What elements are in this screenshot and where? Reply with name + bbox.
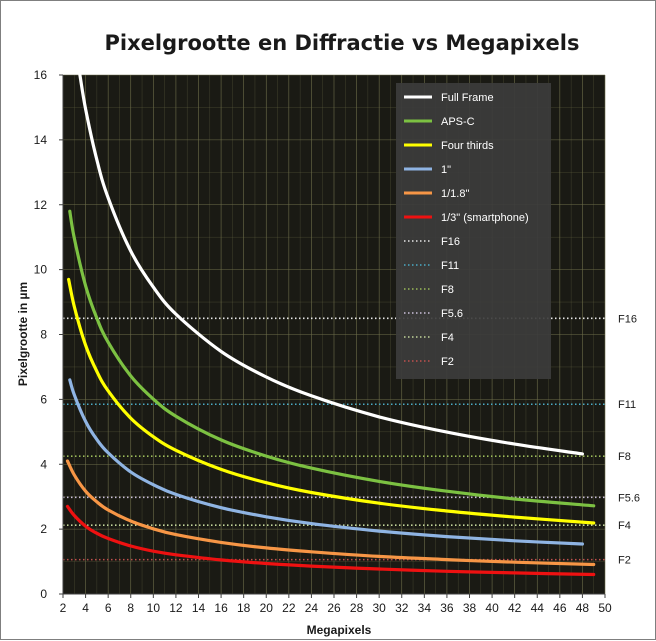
aperture-label: F8 — [618, 451, 631, 463]
series-aps-c-line — [68, 209, 596, 508]
y-tick-label: 4 — [40, 457, 47, 471]
legend-entry: F5.6 — [441, 308, 463, 320]
series-four-thirds-line — [67, 277, 596, 525]
x-tick-label: 30 — [372, 601, 386, 615]
y-tick-labels: 0 2 4 6 8 10 12 14 16 — [34, 68, 48, 601]
legend-entry: Full Frame — [441, 92, 494, 104]
x-tick-label: 34 — [418, 601, 432, 615]
y-tick-label: 0 — [40, 587, 47, 601]
series-1-1-8-line — [65, 459, 596, 567]
y-tick-label: 14 — [34, 133, 48, 147]
aperture-label: F2 — [618, 555, 631, 567]
x-tick-label: 40 — [485, 601, 499, 615]
y-axis-label: Pixelgrootte in µm — [16, 282, 30, 386]
legend-entry: F2 — [441, 356, 454, 368]
axes — [59, 74, 606, 598]
x-tick-label: 20 — [260, 601, 274, 615]
x-axis-label: Megapixels — [307, 623, 372, 637]
x-tick-label: 38 — [463, 601, 477, 615]
x-tick-labels: 2 4 6 8 10 12 14 16 18 20 22 24 26 28 30 32 34 36 38 40 42 44… — [60, 601, 612, 615]
x-tick-label: 24 — [305, 601, 319, 615]
x-tick-label: 36 — [440, 601, 454, 615]
x-tick-label: 12 — [169, 601, 183, 615]
legend-entry: Four thirds — [441, 140, 494, 152]
x-tick-label: 22 — [282, 601, 296, 615]
x-tick-label: 8 — [127, 601, 134, 615]
aperture-label: F16 — [618, 313, 637, 325]
x-tick-label: 2 — [60, 601, 67, 615]
aperture-label: F11 — [618, 399, 636, 411]
legend-entry: F16 — [441, 236, 460, 248]
legend-entry: 1" — [441, 164, 451, 176]
y-tick-label: 16 — [34, 68, 48, 82]
y-tick-label: 6 — [40, 392, 47, 406]
legend-entry: APS-C — [441, 116, 475, 128]
x-tick-label: 50 — [598, 601, 612, 615]
x-tick-label: 48 — [576, 601, 590, 615]
y-tick-label: 8 — [40, 328, 47, 342]
x-tick-label: 28 — [350, 601, 364, 615]
series-lines — [65, 73, 596, 577]
x-tick-label: 16 — [214, 601, 228, 615]
aperture-labels: F16 F11 F8 F5.6 F4 F2 — [618, 313, 640, 566]
legend-entry: F4 — [441, 332, 454, 344]
legend-entry: F11 — [441, 260, 459, 272]
legend-entry: F8 — [441, 284, 454, 296]
chart-title: Pixelgrootte en Diffractie vs Megapixels — [105, 31, 580, 55]
x-tick-label: 26 — [327, 601, 341, 615]
y-tick-label: 12 — [34, 198, 48, 212]
x-tick-label: 4 — [82, 601, 89, 615]
legend-entry: 1/1.8" — [441, 188, 469, 200]
x-tick-label: 44 — [531, 601, 545, 615]
x-tick-label: 42 — [508, 601, 522, 615]
x-tick-label: 18 — [237, 601, 251, 615]
series-full-frame-line — [78, 73, 584, 456]
y-tick-label: 2 — [40, 522, 47, 536]
x-tick-label: 6 — [105, 601, 112, 615]
legend: Full Frame APS-C Four thirds 1" 1/1.8" 1/3" (… — [396, 83, 551, 379]
y-tick-label: 10 — [34, 263, 48, 277]
x-tick-label: 46 — [553, 601, 567, 615]
aperture-label: F4 — [618, 520, 631, 532]
series-1-line — [68, 378, 584, 546]
legend-box — [396, 83, 551, 379]
x-tick-label: 32 — [395, 601, 409, 615]
legend-entry: 1/3" (smartphone) — [441, 212, 529, 224]
x-tick-label: 10 — [147, 601, 161, 615]
aperture-label: F5.6 — [618, 492, 640, 504]
x-tick-label: 14 — [192, 601, 206, 615]
series-1-3-smartphone-line — [65, 504, 596, 577]
